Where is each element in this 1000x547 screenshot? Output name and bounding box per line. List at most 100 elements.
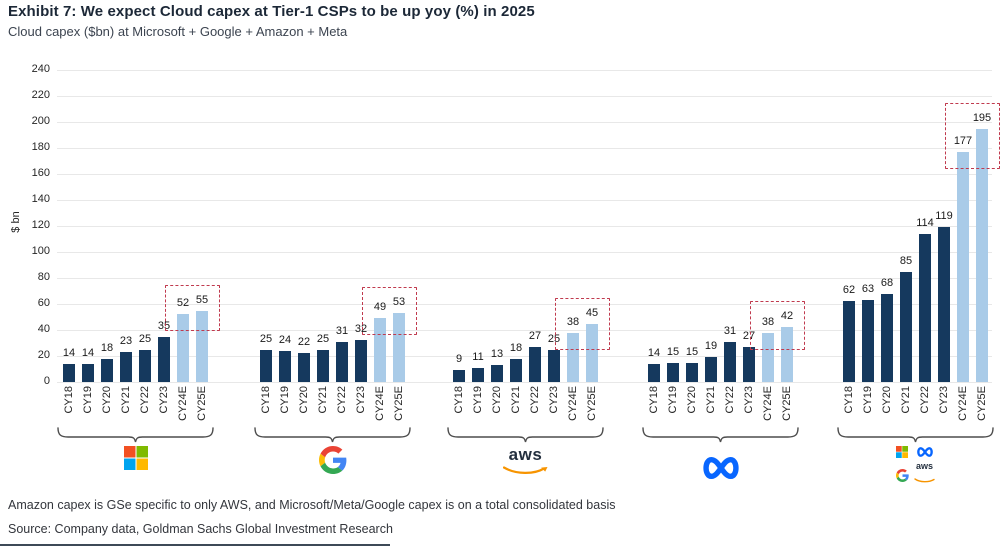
bar-microsoft-google-aws-meta-cy18 [843,301,855,382]
bar-value-label: 19 [704,340,718,353]
y-tick-label: 0 [43,375,50,387]
bar-google-cy25e [393,313,405,382]
x-tick-label: CY18 [260,386,272,414]
x-tick-label: CY25E [196,386,208,421]
bar-value-label: 177 [953,134,973,147]
bar-value-label: 9 [455,353,463,366]
aws-logo-slot: aws [502,446,549,481]
bar-meta-cy21 [705,357,717,382]
x-tick-label: CY22 [724,386,736,414]
x-tick-label: CY21 [900,386,912,414]
microsoft-logo-slot [123,446,148,475]
bar-value-label: 15 [666,345,680,358]
bar-value-label: 63 [861,283,875,296]
y-tick-label: 180 [31,141,50,153]
x-tick-label: CY20 [491,386,503,414]
x-tick-label: CY25E [586,386,598,421]
bar-microsoft-google-aws-meta-cy19 [862,300,874,382]
bar-value-label: 53 [392,296,406,309]
group-brace [57,427,214,449]
x-tick-label: CY22 [336,386,348,414]
bar-microsoft-google-aws-meta-cy20 [881,293,893,382]
bar-value-label: 68 [880,276,894,289]
bar-meta-cy19 [667,362,679,382]
bar-meta-cy18 [648,363,660,382]
bar-value-label: 24 [278,333,292,346]
gridline [57,147,992,149]
bar-value-label: 25 [138,332,152,345]
x-tick-label: CY20 [101,386,113,414]
y-tick-label: 240 [31,63,50,75]
x-tick-label: CY23 [938,386,950,414]
x-tick-label: CY25E [393,386,405,421]
gridline [57,69,992,71]
gridline [57,355,992,357]
x-axis-labels: CY18 CY19 CY20 CY21 CY22 CY23 CY24E CY25E CY18 CY… [57,386,992,432]
y-tick-label: 120 [31,219,50,231]
bar-microsoft-cy23 [158,336,170,382]
bar-value-label: 25 [547,332,561,345]
y-tick-label: 80 [37,271,50,283]
x-tick-label: CY19 [667,386,679,414]
bar-microsoft-google-aws-meta-cy25e [976,128,988,382]
bar-aws-cy20 [491,365,503,382]
bar-aws-cy18 [453,370,465,382]
bar-google-cy23 [355,340,367,382]
google-logo [318,446,346,474]
x-tick-label: CY23 [548,386,560,414]
bar-value-label: 31 [335,324,349,337]
bar-value-label: 31 [723,324,737,337]
bar-microsoft-cy18 [63,363,75,382]
bar-value-label: 14 [81,346,95,359]
y-tick-label: 60 [37,297,50,309]
bar-meta-cy20 [686,362,698,382]
gridline [57,277,992,279]
aws-logo: aws [502,446,549,481]
gridline [57,173,992,175]
bar-aws-cy24e [567,332,579,382]
bar-meta-cy24e [762,332,774,382]
group-brace [837,427,994,449]
bar-value-label: 38 [761,315,775,328]
x-tick-label: CY23 [743,386,755,414]
x-tick-label: CY25E [781,386,793,421]
x-tick-label: CY24E [177,386,189,421]
bar-value-label: 15 [685,345,699,358]
bar-aws-cy21 [510,358,522,382]
bar-value-label: 119 [935,210,953,223]
bar-aws-cy19 [472,367,484,382]
bar-microsoft-google-aws-meta-cy22 [919,233,931,382]
x-tick-label: CY23 [158,386,170,414]
bar-value-label: 14 [62,346,76,359]
bar-aws-cy23 [548,349,560,382]
bar-value-label: 62 [842,284,856,297]
bar-aws-cy22 [529,346,541,382]
x-tick-label: CY24E [567,386,579,421]
bar-value-label: 18 [100,341,114,354]
bar-value-label: 45 [585,306,599,319]
bar-value-label: 11 [472,350,484,363]
y-tick-label: 220 [31,89,50,101]
y-tick-label: 100 [31,245,50,257]
bar-meta-cy22 [724,341,736,382]
y-tick-label: 200 [31,115,50,127]
bar-value-label: 13 [490,348,504,361]
bar-meta-cy23 [743,346,755,382]
group-brace [254,427,411,449]
bar-value-label: 85 [899,254,913,267]
bar-value-label: 27 [528,329,542,342]
bar-value-label: 27 [742,329,756,342]
x-tick-label: CY19 [279,386,291,414]
bar-google-cy22 [336,341,348,382]
bar-value-label: 23 [119,335,133,348]
x-tick-label: CY19 [472,386,484,414]
x-tick-label: CY19 [862,386,874,414]
gridline [57,199,992,201]
bar-value-label: 52 [176,297,190,310]
bar-microsoft-cy20 [101,358,113,382]
x-tick-label: CY18 [843,386,855,414]
meta-logo-slot [699,450,743,491]
x-tick-label: CY21 [317,386,329,414]
bar-value-label: 22 [297,336,311,349]
